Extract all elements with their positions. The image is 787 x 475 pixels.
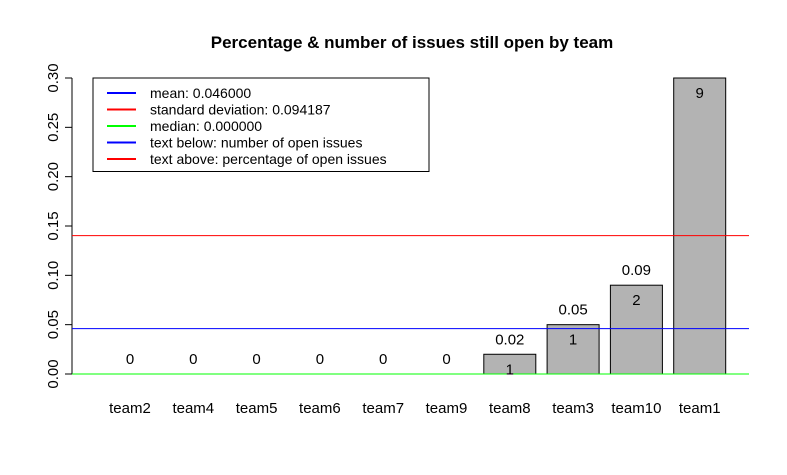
x-tick-label: team6 — [299, 400, 341, 417]
legend-entry: text below: number of open issues — [150, 135, 362, 151]
x-tick-label: team8 — [489, 400, 531, 417]
bar-label-above: 0.05 — [558, 302, 587, 319]
x-tick-label: team2 — [109, 400, 151, 417]
legend-entry: mean: 0.046000 — [150, 85, 251, 101]
bar — [609, 284, 663, 375]
x-tick-label: team1 — [679, 400, 721, 417]
bar-label-above: 0 — [442, 351, 450, 368]
y-tick-label: 0.25 — [45, 113, 62, 142]
bar-label-above: 0 — [316, 351, 324, 368]
x-tick-label: team4 — [172, 400, 214, 417]
y-tick-label: 0.20 — [45, 162, 62, 191]
bars — [483, 77, 727, 375]
bar — [546, 324, 600, 375]
x-tick-label: team9 — [426, 400, 468, 417]
bar-label-above: 0 — [126, 351, 134, 368]
y-tick-label: 0.10 — [45, 261, 62, 290]
chart-title: Percentage & number of issues still open… — [211, 33, 613, 52]
y-tick-label: 0.00 — [45, 359, 62, 388]
y-tick-label: 0.15 — [45, 211, 62, 240]
x-tick-label: team3 — [552, 400, 594, 417]
bar-label-above: 0 — [379, 351, 387, 368]
bar-label-above: 0.02 — [495, 331, 524, 348]
x-tick-label: team7 — [362, 400, 404, 417]
y-axis: 0.00 0.05 0.10 0.15 0.20 0.25 0.30 — [45, 63, 73, 389]
y-tick-label: 0.30 — [45, 63, 62, 92]
bar-label-below: 1 — [569, 332, 577, 349]
bar-label-above: 0.09 — [622, 262, 651, 279]
bar-label-below: 9 — [696, 85, 704, 102]
bar-label-below: 2 — [632, 292, 640, 309]
legend-entry: median: 0.000000 — [150, 118, 262, 134]
legend-entry: standard deviation: 0.094187 — [150, 102, 331, 118]
bar-label-above: 0 — [252, 351, 260, 368]
bar-labels: 0 0 0 0 0 0 0.02 1 0.05 1 0.09 2 9 — [126, 85, 704, 378]
bar — [673, 77, 727, 375]
reference-lines — [72, 235, 749, 375]
bar-label-above: 0 — [189, 351, 197, 368]
x-tick-label: team5 — [236, 400, 278, 417]
legend-box — [92, 77, 430, 172]
x-tick-label: team10 — [611, 400, 661, 417]
x-axis-labels: team2 team4 team5 team6 team7 team9 team8 team3… — [109, 400, 720, 417]
legend-entry: text above: percentage of open issues — [150, 151, 387, 167]
bar-label-below: 1 — [506, 361, 514, 378]
y-tick-label: 0.05 — [45, 310, 62, 339]
